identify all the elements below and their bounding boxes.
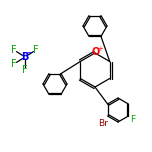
Text: F: F: [22, 65, 28, 75]
Text: F: F: [130, 116, 136, 124]
Text: F: F: [11, 45, 17, 55]
Text: −: −: [26, 48, 32, 57]
Text: B: B: [21, 52, 29, 62]
Text: +: +: [97, 46, 103, 52]
Text: Br: Br: [98, 119, 108, 128]
Text: F: F: [11, 59, 17, 69]
Text: F: F: [33, 45, 39, 55]
Text: O: O: [92, 47, 100, 57]
